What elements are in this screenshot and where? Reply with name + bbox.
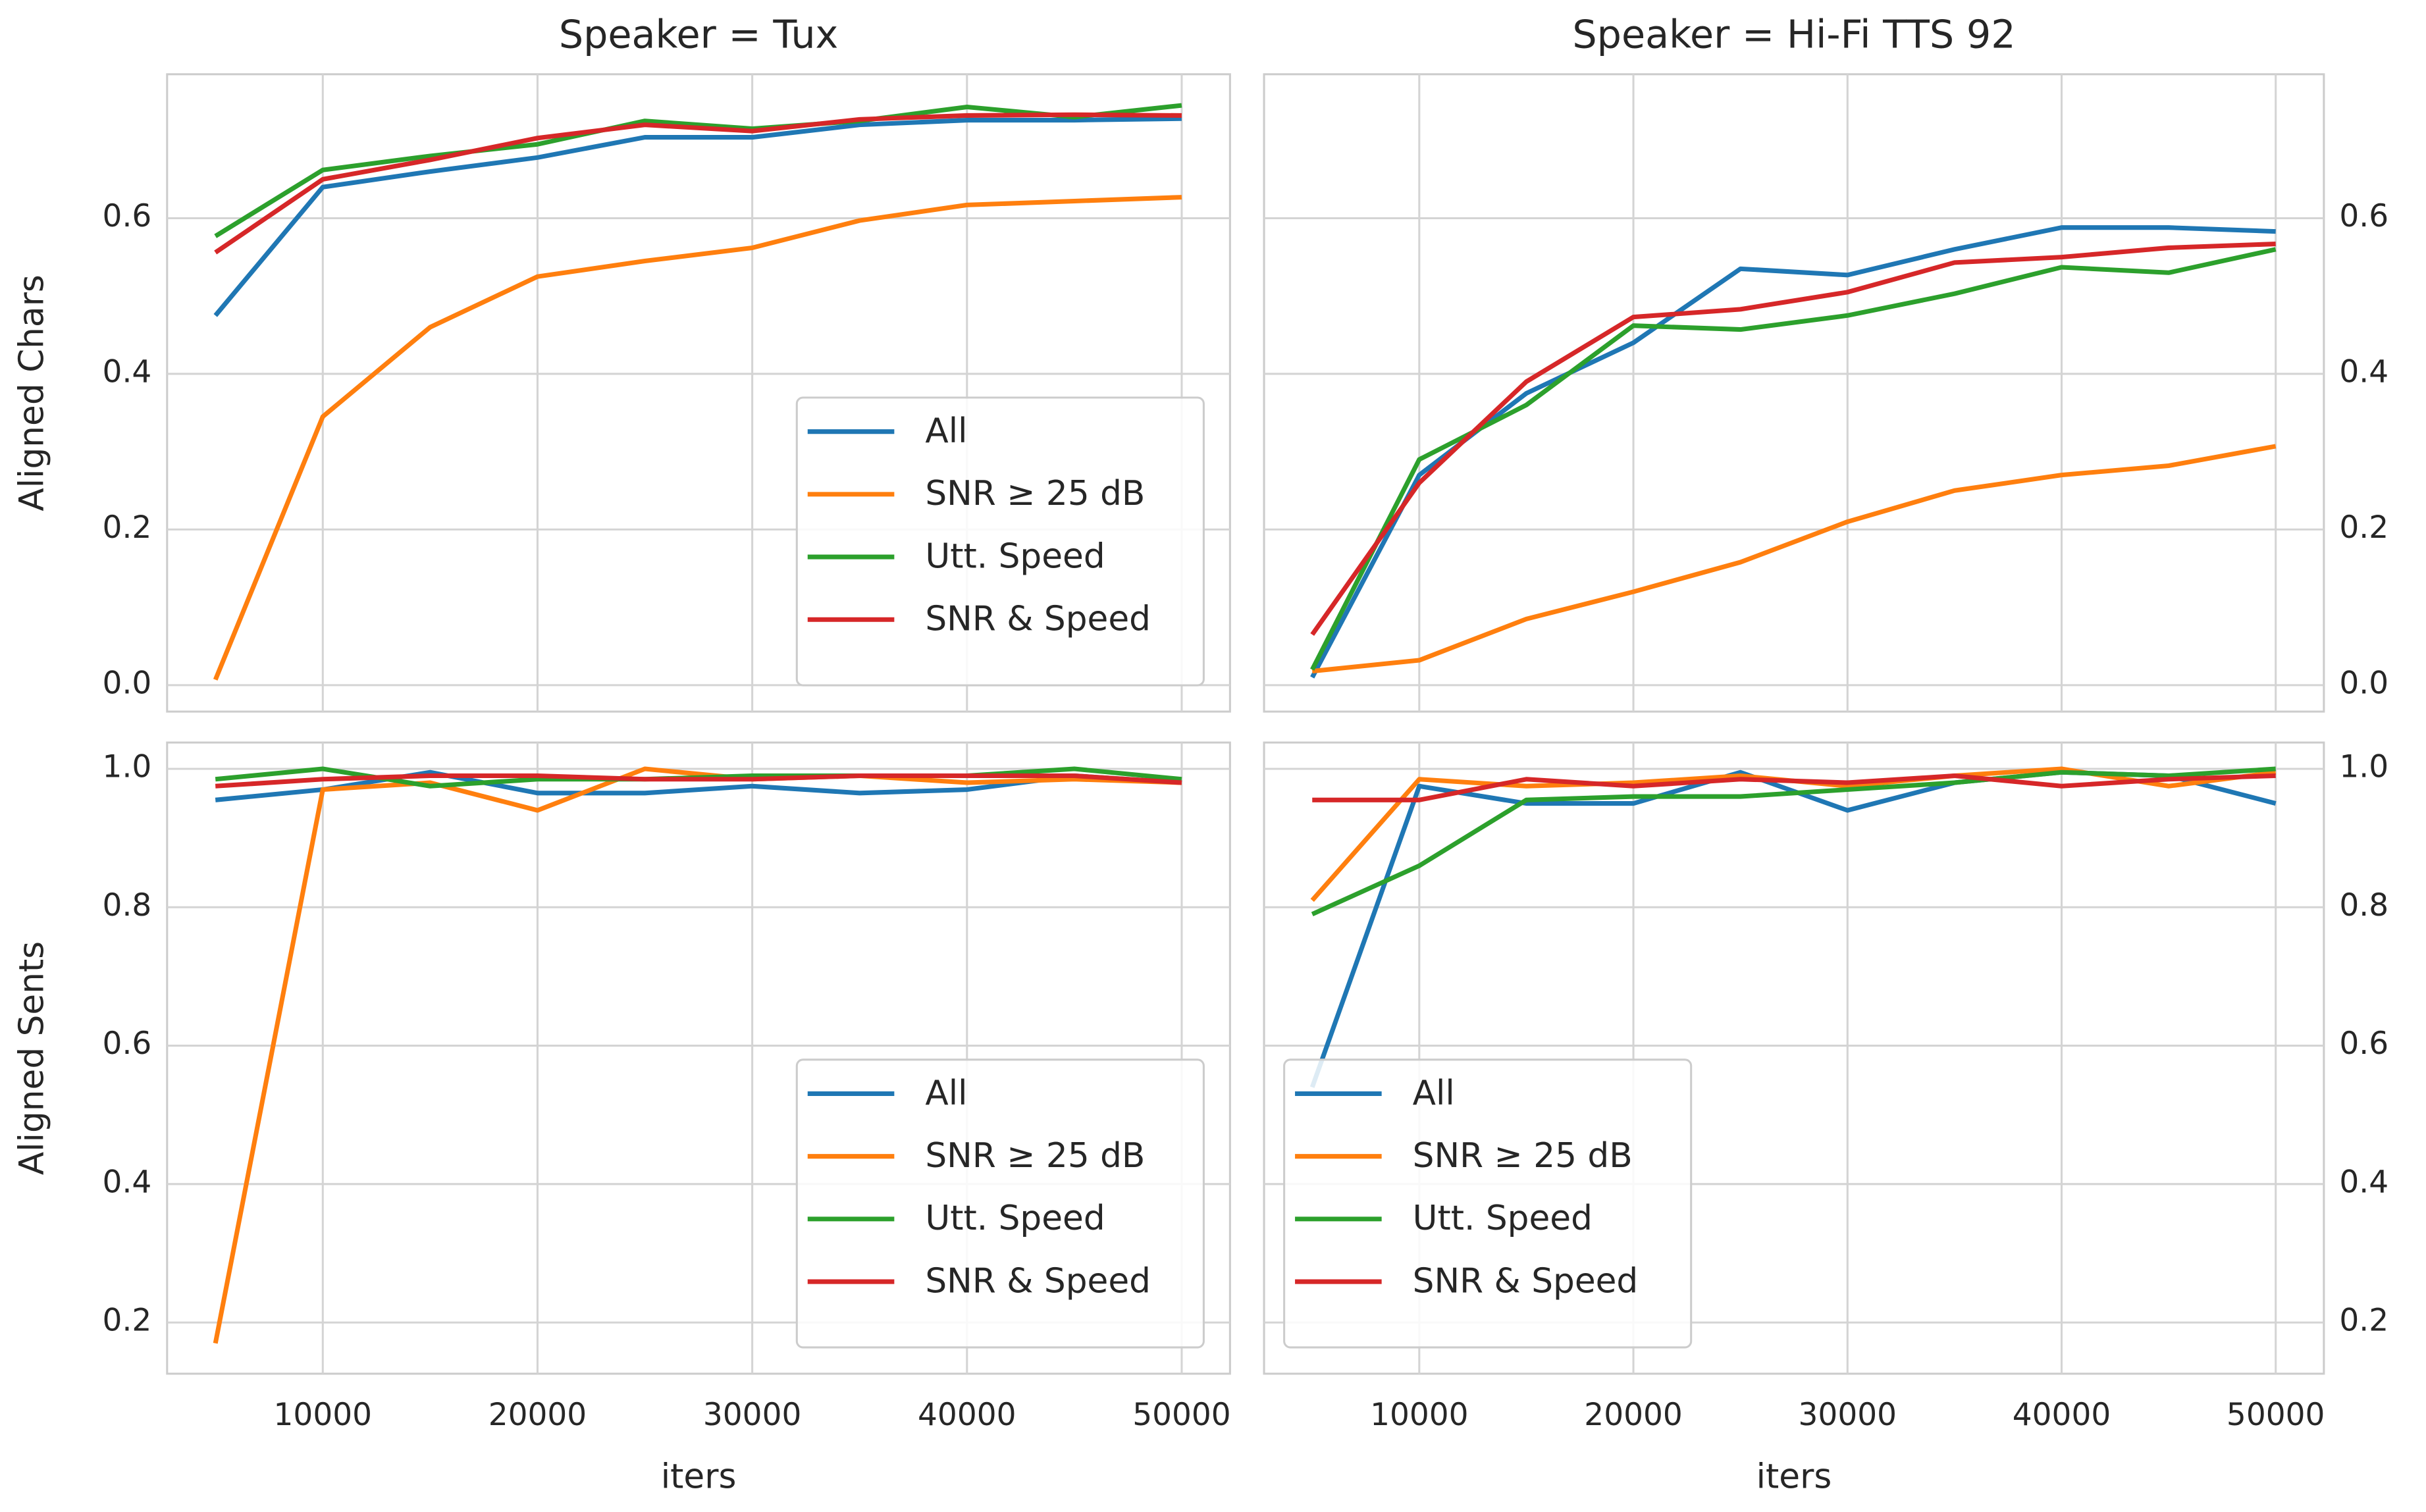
- y-tick-label: 0.8: [2339, 887, 2388, 924]
- x-tick-label: 10000: [274, 1397, 373, 1433]
- x-tick-label: 20000: [1584, 1397, 1683, 1433]
- y-tick-label: 0.6: [103, 198, 152, 234]
- y-tick-label: 0.8: [103, 887, 152, 924]
- x-tick-label: 50000: [1132, 1397, 1231, 1433]
- series-line: [1311, 766, 2276, 917]
- y-tick-label: 0.4: [103, 353, 152, 390]
- series-line: [1312, 773, 2276, 802]
- legend-label: SNR & Speed: [925, 600, 1151, 639]
- y-tick-label: 1.0: [103, 749, 152, 785]
- series-line: [215, 773, 1182, 789]
- x-tick-label: 50000: [2227, 1397, 2325, 1433]
- x-tick-label: 10000: [1370, 1397, 1469, 1433]
- y-tick-label: 0.2: [2339, 509, 2388, 546]
- y-tick-label: 1.0: [2339, 749, 2388, 785]
- legend-label: All: [925, 1074, 967, 1113]
- y-axis-label: Aligned Chars: [13, 274, 52, 511]
- legend-label: All: [925, 411, 967, 451]
- y-tick-label: 0.4: [2339, 1164, 2388, 1200]
- legend: All SNR ≥ 25 dB Utt. Speed SNR & Speed: [795, 1058, 1205, 1349]
- x-tick-label: 20000: [488, 1397, 587, 1433]
- series-line: [214, 112, 1182, 255]
- legend-label: Utt. Speed: [1413, 1199, 1593, 1238]
- y-tick-label: 0.0: [103, 665, 152, 701]
- y-axis-label: Aligned Sents: [13, 941, 52, 1175]
- x-tick-label: 30000: [703, 1397, 802, 1433]
- y-tick-label: 0.6: [2339, 198, 2388, 234]
- y-tick-label: 0.0: [2339, 665, 2388, 701]
- series-line: [213, 116, 1182, 317]
- plot-area: [1263, 73, 2325, 713]
- x-tick-label: 40000: [2013, 1397, 2111, 1433]
- y-tick-label: 0.4: [2339, 353, 2388, 390]
- series-line: [1310, 242, 2276, 637]
- legend-label: SNR ≥ 25 dB: [925, 474, 1145, 513]
- legend-label: SNR ≥ 25 dB: [1413, 1136, 1633, 1176]
- legend-box: [795, 396, 1205, 687]
- series-line: [213, 766, 1182, 1344]
- x-tick-label: 30000: [1799, 1397, 1897, 1433]
- y-tick-label: 0.6: [103, 1026, 152, 1062]
- legend-box: [1283, 1058, 1693, 1349]
- panel-title: Speaker = Hi-Fi TTS 92: [1572, 12, 2015, 57]
- legend-label: Utt. Speed: [925, 536, 1105, 576]
- series-line: [213, 195, 1182, 681]
- y-tick-label: 0.2: [103, 509, 152, 546]
- x-axis-label: iters: [661, 1457, 737, 1497]
- y-tick-label: 0.4: [103, 1164, 152, 1200]
- legend-label: All: [1413, 1074, 1455, 1113]
- x-axis-label: iters: [1756, 1457, 1832, 1497]
- series-line: [1311, 444, 2277, 674]
- series-line: [214, 103, 1182, 238]
- legend-label: SNR & Speed: [925, 1261, 1151, 1301]
- legend-box: [795, 1058, 1205, 1349]
- legend: All SNR ≥ 25 dB Utt. Speed SNR & Speed: [1283, 1058, 1693, 1349]
- legend-label: SNR ≥ 25 dB: [925, 1136, 1145, 1176]
- x-tick-label: 40000: [918, 1397, 1016, 1433]
- legend-label: Utt. Speed: [925, 1199, 1105, 1238]
- legend: All SNR ≥ 25 dB Utt. Speed SNR & Speed: [795, 396, 1205, 687]
- y-tick-label: 0.2: [103, 1303, 152, 1339]
- y-tick-label: 0.6: [2339, 1026, 2388, 1062]
- panel-title: Speaker = Tux: [559, 12, 839, 57]
- y-tick-label: 0.2: [2339, 1303, 2388, 1339]
- legend-label: SNR & Speed: [1413, 1261, 1639, 1301]
